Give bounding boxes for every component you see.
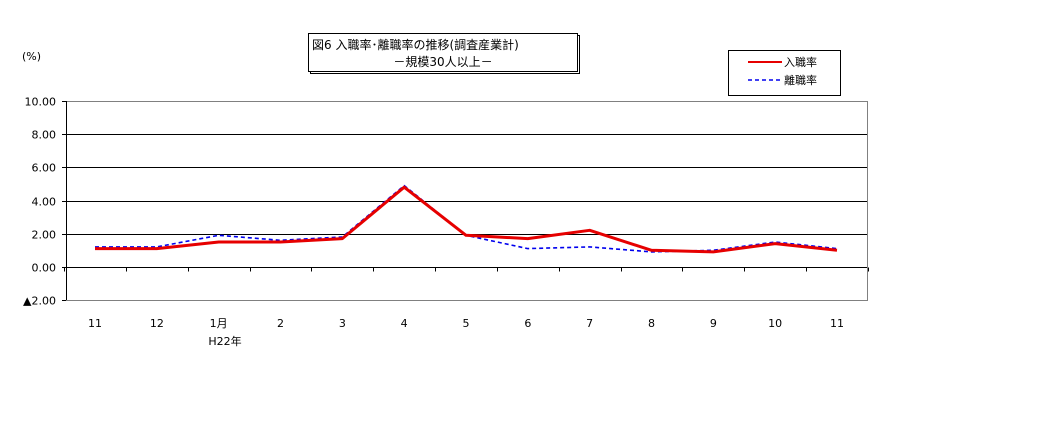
chart-subtitle: －規模30人以上－ xyxy=(393,54,492,69)
x-tick-label: 5 xyxy=(463,317,470,330)
y-tick-label: ▲2.00 xyxy=(23,295,56,308)
x-tick-label: 11 xyxy=(88,317,102,330)
y-tick-label: 2.00 xyxy=(32,229,57,242)
x-tick-label: 10 xyxy=(768,317,782,330)
x-tick-label: 11 xyxy=(830,317,844,330)
title-box: 図6 入職率･離職率の推移(調査産業計) －規模30人以上－ xyxy=(308,33,580,74)
y-axis-label: (%) xyxy=(22,50,41,63)
x-tick-label: 2 xyxy=(277,317,284,330)
x-tick-label: 12 xyxy=(150,317,164,330)
x-tick-label: 3 xyxy=(339,317,346,330)
chart-title: 図6 入職率･離職率の推移(調査産業計) xyxy=(312,37,519,52)
x-tick-label: 6 xyxy=(524,317,531,330)
y-tick-label: 8.00 xyxy=(32,129,57,142)
x-tick-label: 8 xyxy=(648,317,655,330)
y-tick-label: 0.00 xyxy=(32,262,57,275)
series-line xyxy=(95,185,838,254)
legend-label: 離職率 xyxy=(784,73,817,87)
y-tick-label: 6.00 xyxy=(32,162,57,175)
x-tick-label: 4 xyxy=(401,317,408,330)
y-tick-label: 10.00 xyxy=(25,96,57,109)
x-tick-label: 7 xyxy=(586,317,593,330)
y-tick-label: 4.00 xyxy=(32,196,57,209)
x-tick-label: 1月 xyxy=(210,317,228,330)
plot-area xyxy=(62,101,869,301)
x-tick-label: 9 xyxy=(710,317,717,330)
legend-label: 入職率 xyxy=(784,55,817,69)
x-axis-year-label: H22年 xyxy=(208,334,241,348)
